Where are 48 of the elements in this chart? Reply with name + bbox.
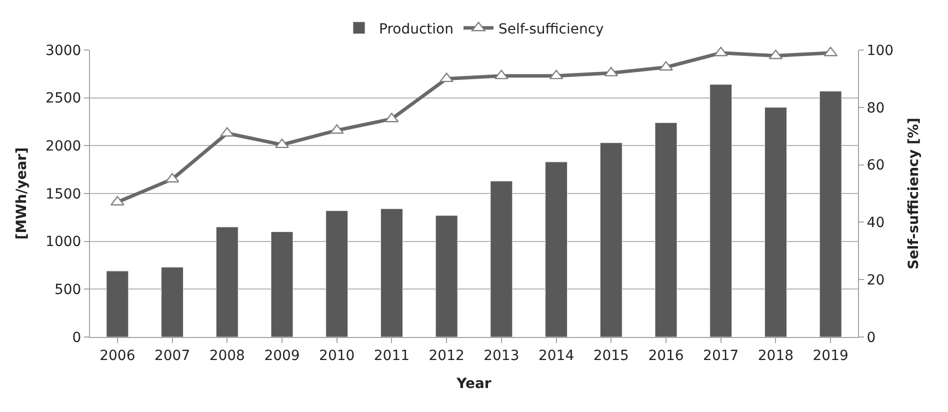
x-tick-label: 2018 xyxy=(758,348,794,364)
y-tick-label: 1000 xyxy=(46,234,82,250)
legend-label: Production xyxy=(379,21,454,38)
x-tick-label: 2012 xyxy=(428,348,464,364)
bar xyxy=(380,208,403,337)
bar xyxy=(654,122,678,337)
y-tick-label: 1500 xyxy=(46,186,82,202)
bar xyxy=(764,107,787,337)
y2-tick-label: 100 xyxy=(866,42,894,59)
y-tick-label: 2500 xyxy=(46,90,82,107)
bar xyxy=(545,162,568,337)
y2-tick-label: 20 xyxy=(866,272,885,288)
x-tick-label: 2009 xyxy=(264,348,300,364)
y2-tick-label: 80 xyxy=(866,100,885,116)
x-tick-label: 2019 xyxy=(812,348,848,364)
y2-tick-label: 40 xyxy=(866,215,885,232)
bar xyxy=(819,90,842,337)
x-tick-label: 2015 xyxy=(593,348,629,364)
bar xyxy=(106,270,129,337)
y2-tick-label: 0 xyxy=(866,330,876,346)
x-tick-label: 2013 xyxy=(484,348,520,364)
x-tick-label: 2011 xyxy=(374,348,410,364)
x-tick-label: 2010 xyxy=(319,348,355,364)
y-tick-label: 500 xyxy=(54,282,82,298)
bar xyxy=(326,210,348,337)
x-tick-label: 2014 xyxy=(538,348,574,364)
y-tick-label: 0 xyxy=(72,330,82,346)
x-tick-label: 2017 xyxy=(703,348,739,364)
x-axis-title: Year xyxy=(456,376,492,392)
x-tick-label: 2016 xyxy=(648,348,684,364)
bar xyxy=(161,266,184,337)
y-axis-title: [MWh/year] xyxy=(14,147,30,240)
x-tick-label: 2008 xyxy=(209,348,245,364)
bar xyxy=(435,215,458,337)
point xyxy=(275,138,289,148)
y-tick-label: 2000 xyxy=(46,138,82,155)
legend-label: Self-sufficiency xyxy=(498,21,604,38)
y2-axis-title: Self-sufficiency [%] xyxy=(906,118,922,270)
bar xyxy=(600,142,622,337)
y-tick-label: 3000 xyxy=(46,42,82,59)
point xyxy=(659,61,673,71)
y2-tick-label: 60 xyxy=(866,158,885,174)
bar xyxy=(490,180,513,337)
bar xyxy=(270,232,294,337)
x-tick-label: 2006 xyxy=(100,348,136,364)
bar xyxy=(710,84,732,337)
x-tick-label: 2007 xyxy=(154,348,190,364)
bar xyxy=(216,226,238,337)
